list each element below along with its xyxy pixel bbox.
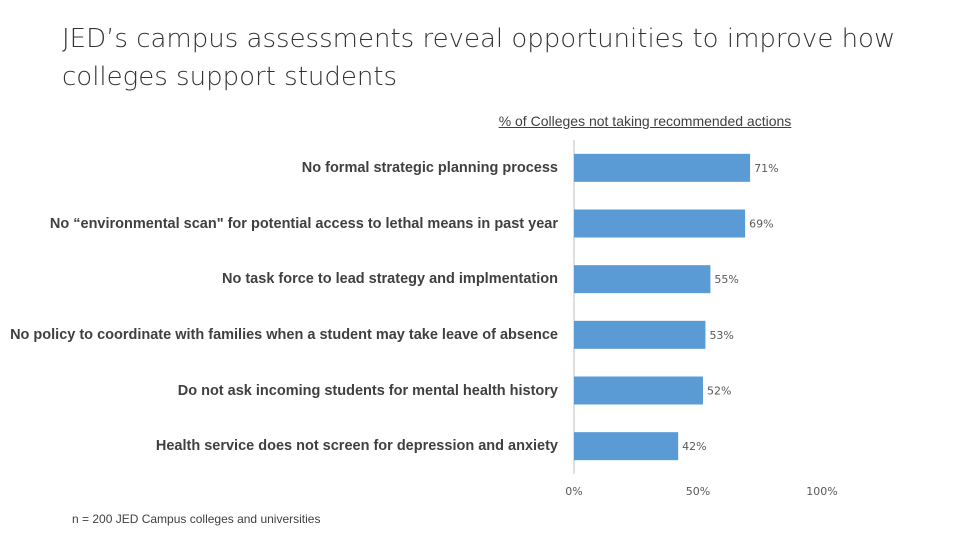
category-label: No task force to lead strategy and implm… bbox=[222, 271, 558, 288]
category-label-box: No task force to lead strategy and implm… bbox=[0, 257, 558, 301]
chart-title: % of Colleges not taking recommended act… bbox=[498, 113, 792, 129]
slide-title: JED’s campus assessments reveal opportun… bbox=[62, 24, 896, 92]
bar bbox=[574, 432, 679, 461]
category-label: Do not ask incoming students for mental … bbox=[177, 382, 558, 399]
category-label: No policy to coordinate with families wh… bbox=[10, 326, 558, 343]
bar bbox=[574, 265, 711, 294]
value-label: 55% bbox=[714, 273, 738, 286]
x-tick-label: 0% bbox=[565, 485, 582, 498]
value-label: 53% bbox=[709, 329, 733, 342]
x-tick-label: 100% bbox=[806, 485, 837, 498]
bar bbox=[574, 153, 751, 182]
category-label: Health service does not screen for depre… bbox=[155, 438, 558, 455]
footnote: n = 200 JED Campus colleges and universi… bbox=[72, 512, 321, 526]
value-label: 69% bbox=[749, 218, 773, 231]
value-label: 52% bbox=[707, 385, 731, 398]
category-label: No “environmental scan" for potential ac… bbox=[49, 215, 558, 232]
category-label-box: No “environmental scan" for potential ac… bbox=[0, 202, 558, 246]
bar bbox=[574, 320, 706, 349]
category-label: No formal strategic planning process bbox=[301, 159, 558, 176]
value-label: 71% bbox=[754, 162, 778, 175]
category-label-box: Health service does not screen for depre… bbox=[0, 424, 558, 468]
bar bbox=[574, 209, 746, 238]
category-label-box: Do not ask incoming students for mental … bbox=[0, 369, 558, 413]
bar bbox=[574, 376, 703, 405]
category-label-box: No formal strategic planning process bbox=[0, 146, 558, 190]
category-label-box: No policy to coordinate with families wh… bbox=[0, 313, 558, 357]
x-tick-label: 50% bbox=[686, 485, 710, 498]
value-label: 42% bbox=[682, 440, 706, 453]
